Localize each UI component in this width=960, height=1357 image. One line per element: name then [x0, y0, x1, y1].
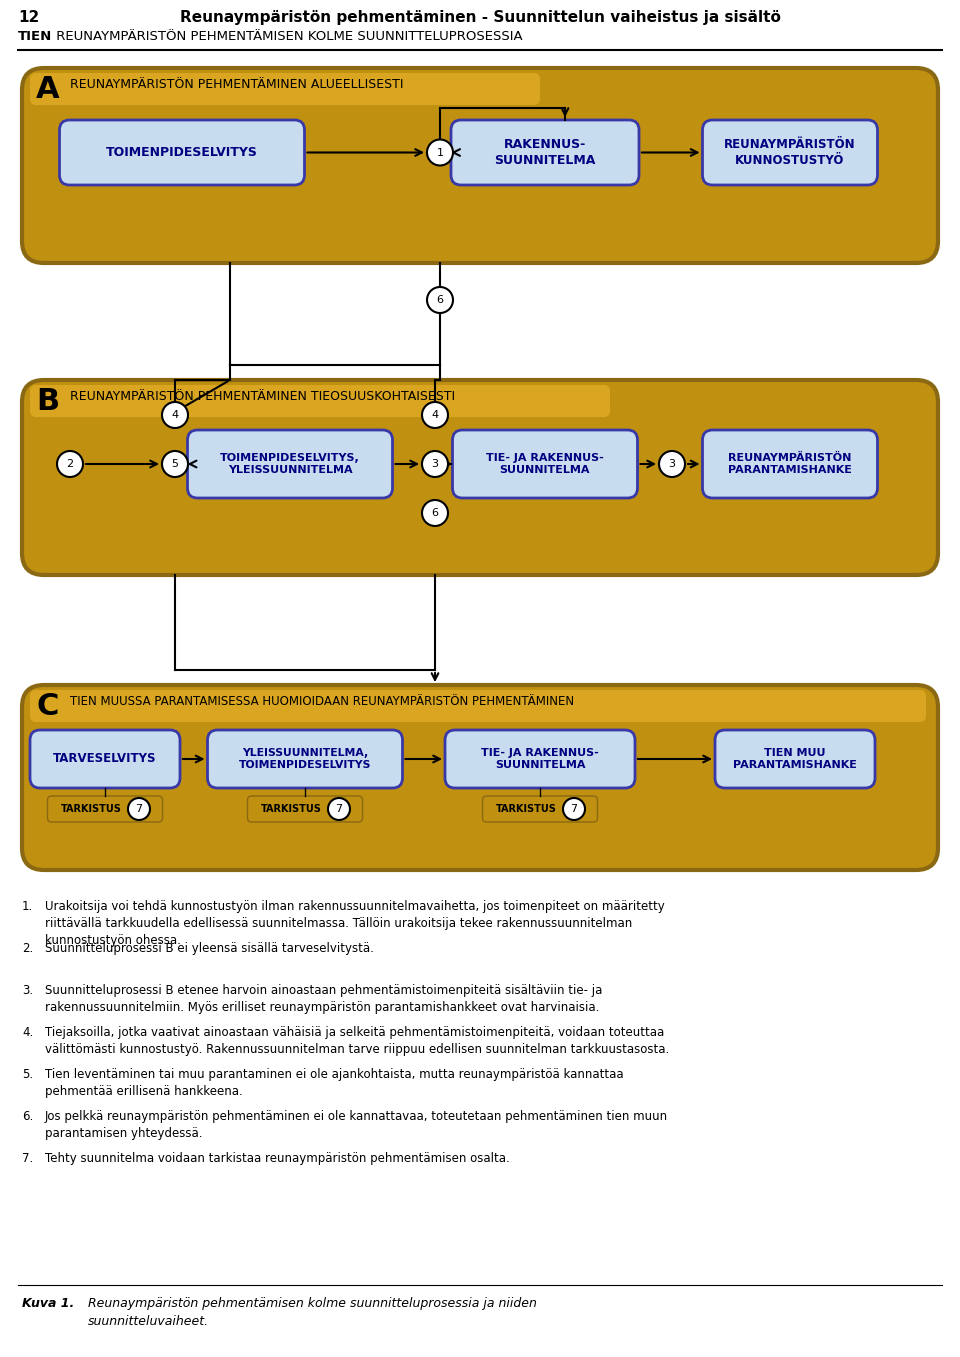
Text: 7: 7: [570, 803, 578, 814]
Text: TARKISTUS: TARKISTUS: [495, 803, 557, 814]
FancyBboxPatch shape: [207, 730, 402, 788]
FancyBboxPatch shape: [248, 797, 363, 822]
Circle shape: [422, 402, 448, 427]
FancyBboxPatch shape: [187, 430, 393, 498]
Text: 4: 4: [172, 410, 179, 421]
Text: 7.: 7.: [22, 1152, 34, 1166]
FancyBboxPatch shape: [22, 685, 938, 870]
FancyBboxPatch shape: [451, 119, 639, 185]
FancyBboxPatch shape: [30, 385, 610, 417]
Text: 4.: 4.: [22, 1026, 34, 1039]
Text: Tiejaksoilla, jotka vaativat ainoastaan vähäisiä ja selkeitä pehmentämistoimenpi: Tiejaksoilla, jotka vaativat ainoastaan …: [45, 1026, 669, 1056]
Text: C: C: [36, 692, 59, 721]
Circle shape: [328, 798, 350, 820]
Circle shape: [422, 499, 448, 527]
Text: Tehty suunnitelma voidaan tarkistaa reunaympäristön pehmentämisen osalta.: Tehty suunnitelma voidaan tarkistaa reun…: [45, 1152, 510, 1166]
Text: REUNAYMPÄRISTÖN PEHMENTÄMISEN KOLME SUUNNITTELUPROSESSIA: REUNAYMPÄRISTÖN PEHMENTÄMISEN KOLME SUUN…: [52, 30, 522, 43]
FancyBboxPatch shape: [30, 730, 180, 788]
FancyBboxPatch shape: [22, 68, 938, 263]
Text: 3: 3: [668, 459, 676, 470]
Circle shape: [162, 402, 188, 427]
FancyBboxPatch shape: [47, 797, 162, 822]
Circle shape: [659, 451, 685, 478]
FancyBboxPatch shape: [30, 73, 540, 104]
Text: 7: 7: [335, 803, 343, 814]
Text: TOIMENPIDESELVITYS,
YLEISSUUNNITELMA: TOIMENPIDESELVITYS, YLEISSUUNNITELMA: [220, 453, 360, 475]
FancyBboxPatch shape: [483, 797, 597, 822]
Text: REUNAYMPÄRISTÖN
KUNNOSTUSTYÖ: REUNAYMPÄRISTÖN KUNNOSTUSTYÖ: [724, 138, 855, 167]
FancyBboxPatch shape: [715, 730, 875, 788]
Text: Suunnitteluprosessi B ei yleensä sisällä tarveselvitystä.: Suunnitteluprosessi B ei yleensä sisällä…: [45, 942, 373, 955]
Text: Kuva 1.: Kuva 1.: [22, 1297, 74, 1310]
Text: 7: 7: [135, 803, 143, 814]
Text: 1: 1: [437, 148, 444, 157]
Text: TARKISTUS: TARKISTUS: [260, 803, 322, 814]
Text: 2.: 2.: [22, 942, 34, 955]
Circle shape: [427, 286, 453, 313]
FancyBboxPatch shape: [452, 430, 637, 498]
Text: 3: 3: [431, 459, 439, 470]
Text: 5: 5: [172, 459, 179, 470]
Text: 5.: 5.: [22, 1068, 34, 1082]
Text: 6: 6: [437, 294, 444, 305]
Text: REUNAYMPÄRISTÖN
PARANTAMISHANKE: REUNAYMPÄRISTÖN PARANTAMISHANKE: [728, 453, 852, 475]
Text: 1.: 1.: [22, 900, 34, 913]
Text: 6.: 6.: [22, 1110, 34, 1124]
FancyBboxPatch shape: [445, 730, 635, 788]
Circle shape: [128, 798, 150, 820]
Circle shape: [427, 140, 453, 166]
Text: TIE- JA RAKENNUS-
SUUNNITELMA: TIE- JA RAKENNUS- SUUNNITELMA: [481, 748, 599, 771]
Text: A: A: [36, 75, 60, 104]
Circle shape: [162, 451, 188, 478]
Text: Reunaympäristön pehmentämisen kolme suunnitteluprosessia ja niiden: Reunaympäristön pehmentämisen kolme suun…: [88, 1297, 537, 1310]
Text: 4: 4: [431, 410, 439, 421]
Text: Jos pelkkä reunaympäristön pehmentäminen ei ole kannattavaa, toteutetaan pehment: Jos pelkkä reunaympäristön pehmentäminen…: [45, 1110, 668, 1140]
Text: 3.: 3.: [22, 984, 34, 997]
Text: TARKISTUS: TARKISTUS: [60, 803, 121, 814]
Circle shape: [563, 798, 585, 820]
Text: TOIMENPIDESELVITYS: TOIMENPIDESELVITYS: [106, 147, 258, 159]
FancyBboxPatch shape: [22, 380, 938, 575]
Text: TIEN MUU
PARANTAMISHANKE: TIEN MUU PARANTAMISHANKE: [733, 748, 857, 771]
Text: 12: 12: [18, 9, 39, 24]
Text: TIE- JA RAKENNUS-
SUUNNITELMA: TIE- JA RAKENNUS- SUUNNITELMA: [486, 453, 604, 475]
Text: TIEN MUUSSA PARANTAMISESSA HUOMIOIDAAN REUNAYMPÄRISTÖN PEHMENTÄMINEN: TIEN MUUSSA PARANTAMISESSA HUOMIOIDAAN R…: [70, 695, 574, 708]
Text: YLEISSUUNNITELMA,
TOIMENPIDESELVITYS: YLEISSUUNNITELMA, TOIMENPIDESELVITYS: [239, 748, 372, 771]
Text: TARVESELVITYS: TARVESELVITYS: [53, 753, 156, 765]
Text: 6: 6: [431, 508, 439, 518]
Text: RAKENNUS-
SUUNNITELMA: RAKENNUS- SUUNNITELMA: [494, 138, 596, 167]
FancyBboxPatch shape: [703, 430, 877, 498]
FancyBboxPatch shape: [60, 119, 304, 185]
Text: 2: 2: [66, 459, 74, 470]
Text: Reunaympäristön pehmentäminen - Suunnittelun vaiheistus ja sisältö: Reunaympäristön pehmentäminen - Suunnitt…: [180, 9, 780, 24]
FancyBboxPatch shape: [703, 119, 877, 185]
Text: REUNAYMPÄRISTÖN PEHMENTÄMINEN TIEOSUUSKOHTAISESTI: REUNAYMPÄRISTÖN PEHMENTÄMINEN TIEOSUUSKO…: [70, 389, 455, 403]
FancyBboxPatch shape: [30, 689, 926, 722]
Text: B: B: [36, 387, 60, 417]
Text: Suunnitteluprosessi B etenee harvoin ainoastaan pehmentämistoimenpiteitä sisältä: Suunnitteluprosessi B etenee harvoin ain…: [45, 984, 602, 1014]
Text: Tien leventäminen tai muu parantaminen ei ole ajankohtaista, mutta reunaympärist: Tien leventäminen tai muu parantaminen e…: [45, 1068, 624, 1098]
Text: suunnitteluvaiheet.: suunnitteluvaiheet.: [88, 1315, 209, 1329]
Text: TIEN: TIEN: [18, 30, 52, 43]
Circle shape: [422, 451, 448, 478]
Text: REUNAYMPÄRISTÖN PEHMENTÄMINEN ALUEELLISESTI: REUNAYMPÄRISTÖN PEHMENTÄMINEN ALUEELLISE…: [70, 77, 403, 91]
Circle shape: [57, 451, 83, 478]
Text: Urakoitsija voi tehdä kunnostustyön ilman rakennussuunnitelmavaihetta, jos toime: Urakoitsija voi tehdä kunnostustyön ilma…: [45, 900, 664, 947]
